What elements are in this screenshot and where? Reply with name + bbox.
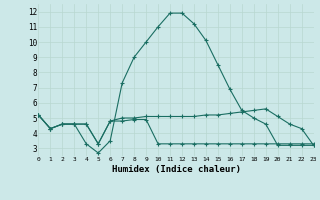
X-axis label: Humidex (Indice chaleur): Humidex (Indice chaleur)	[111, 165, 241, 174]
